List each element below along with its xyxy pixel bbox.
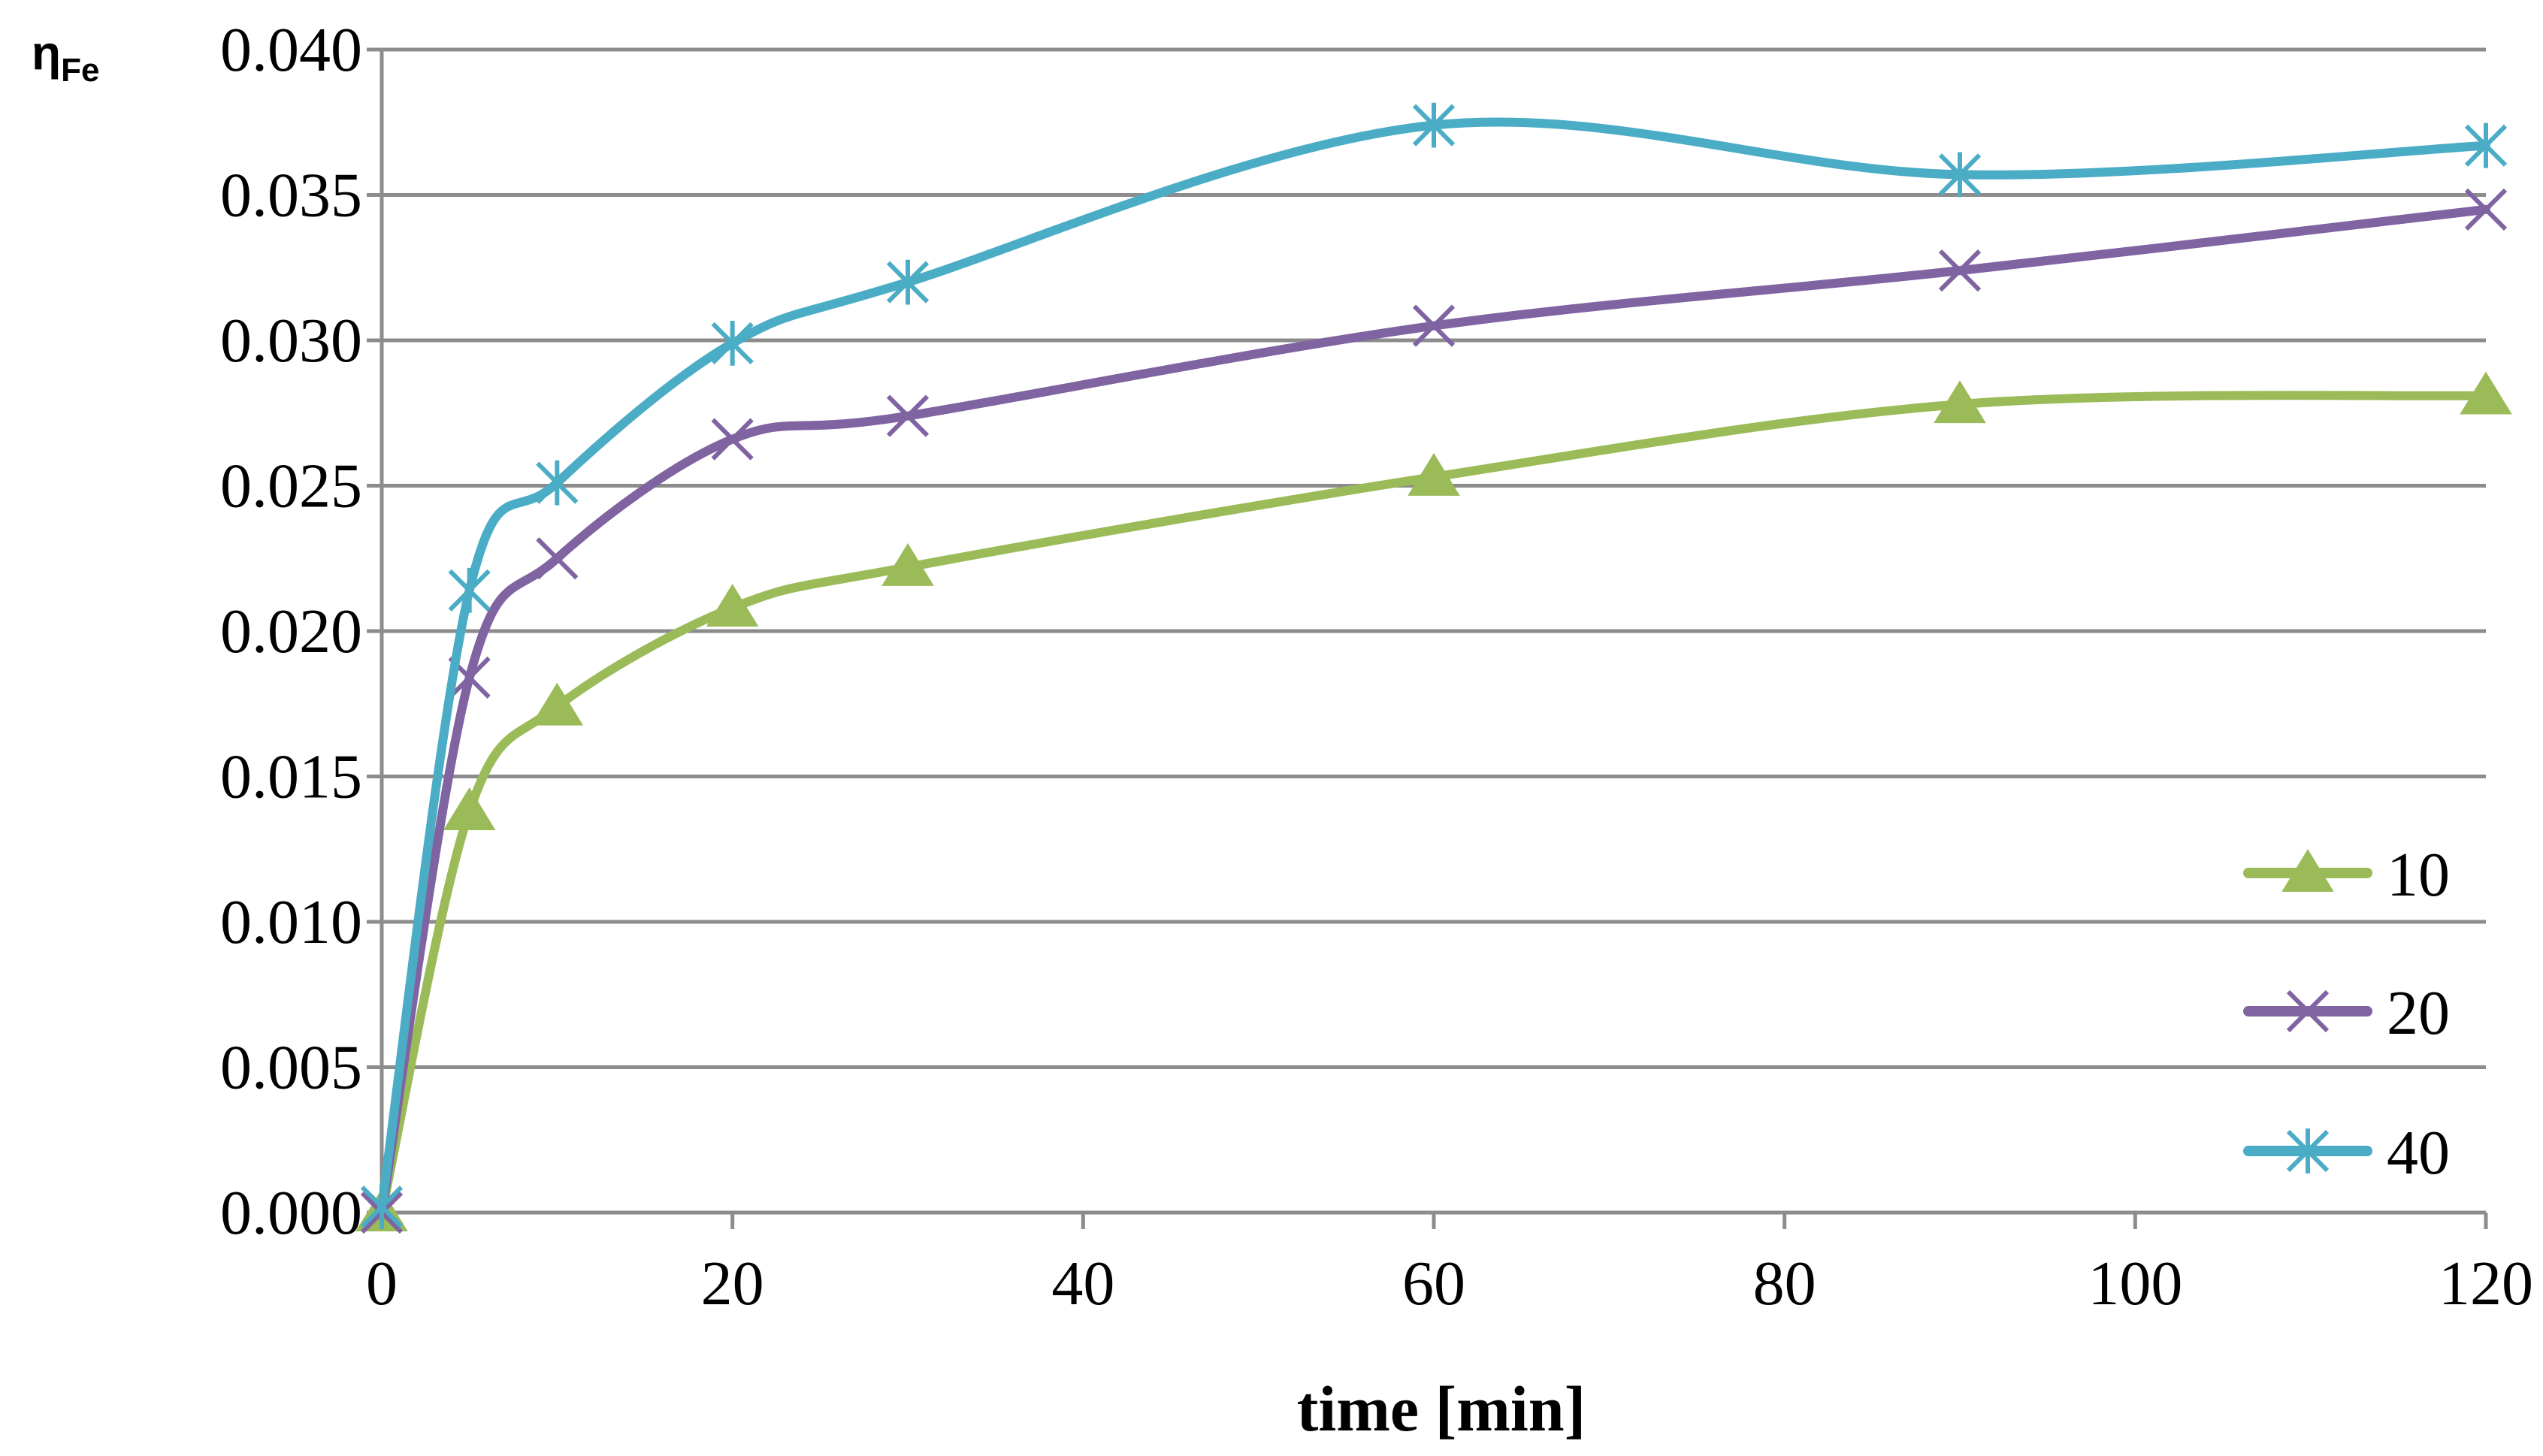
- legend-marker-20: [2286, 989, 2330, 1033]
- x-tick-label: 20: [701, 1249, 764, 1319]
- legend-marker-10: [2281, 849, 2334, 892]
- y-axis-title: ηFe: [32, 26, 99, 89]
- x-tick-label: 0: [366, 1249, 398, 1319]
- data-point-20-6: [1938, 249, 1982, 292]
- x-axis-title: time [min]: [1297, 1373, 1586, 1445]
- x-tick-label: 40: [1051, 1249, 1114, 1319]
- legend-item-40: 40: [2243, 1118, 2450, 1188]
- x-tick-label: 120: [2439, 1249, 2533, 1319]
- y-tick-label: 0.040: [220, 15, 362, 85]
- y-tick-label: 0.010: [220, 887, 362, 957]
- y-tick-label: 0.030: [220, 306, 362, 376]
- data-point-10-3: [706, 584, 759, 627]
- y-axis-title-sub: Fe: [61, 52, 99, 89]
- series-10: [355, 371, 2512, 1231]
- legend-marker-40: [2286, 1128, 2330, 1174]
- series-line-10: [377, 391, 2490, 1217]
- y-tick-label: 0.035: [220, 161, 362, 231]
- data-point-10-1: [443, 787, 496, 830]
- data-point-10-2: [531, 682, 584, 726]
- series-group: [355, 102, 2512, 1234]
- data-point-20-3: [711, 418, 754, 461]
- data-point-40-5: [1412, 102, 1456, 148]
- y-tick-label: 0.000: [220, 1178, 362, 1248]
- y-tick-label: 0.015: [220, 742, 362, 812]
- legend: 10 20 40: [2243, 840, 2450, 1188]
- y-tick-label: 0.005: [220, 1033, 362, 1103]
- data-point-20-2: [536, 537, 579, 580]
- data-point-20-4: [886, 394, 930, 437]
- x-tick-label: 60: [1402, 1249, 1465, 1319]
- data-point-10-4: [881, 542, 934, 586]
- data-point-40-4: [886, 259, 930, 305]
- y-tick-label: 0.025: [220, 452, 362, 521]
- series-20: [360, 188, 2508, 1234]
- data-point-20-5: [1412, 304, 1456, 347]
- legend-label: 20: [2387, 978, 2450, 1048]
- series-line-20: [377, 204, 2490, 1217]
- data-point-40-1: [448, 567, 491, 613]
- legend-label: 10: [2387, 840, 2450, 910]
- data-point-10-5: [1408, 452, 1460, 496]
- legend-item-10: 10: [2243, 840, 2450, 910]
- data-point-40-6: [1938, 152, 1982, 198]
- data-point-40-2: [536, 460, 579, 506]
- data-point-40-7: [2464, 122, 2508, 168]
- data-point-20-7: [2464, 188, 2508, 231]
- data-point-10-6: [1934, 380, 1986, 424]
- y-axis-title-main: η: [32, 26, 61, 80]
- gridlines: [382, 47, 2486, 1069]
- data-point-40-0: [360, 1184, 404, 1230]
- data-point-10-7: [2460, 371, 2512, 415]
- data-point-40-3: [711, 320, 754, 366]
- x-tick-label: 100: [2088, 1249, 2182, 1319]
- x-tick-label: 80: [1753, 1249, 1816, 1319]
- series-line-40: [377, 117, 2490, 1212]
- legend-label: 40: [2387, 1118, 2450, 1188]
- tick-labels: 0.000 0.005 0.010 0.015 0.020 0.025 0.030 0.035…: [220, 15, 2533, 1319]
- y-tick-label: 0.020: [220, 597, 362, 666]
- axes: [367, 47, 2488, 1229]
- legend-item-20: 20: [2243, 978, 2450, 1048]
- series-40: [360, 102, 2508, 1230]
